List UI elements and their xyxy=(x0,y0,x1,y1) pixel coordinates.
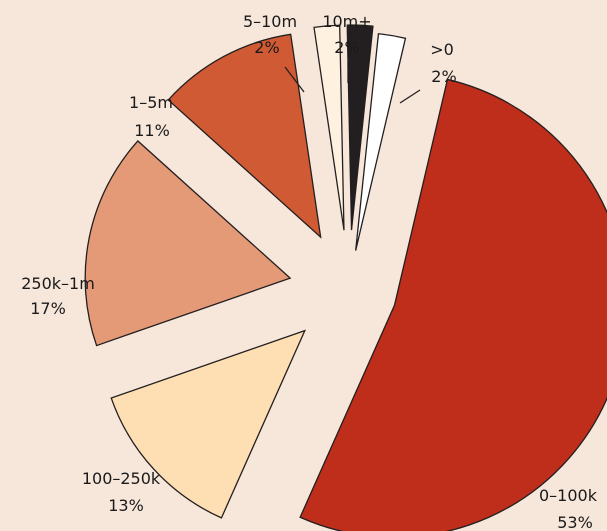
leader-line-5-10m xyxy=(284,66,305,93)
slice-label-1-5m: 1–5m xyxy=(129,93,173,112)
slice-label-250k-1m: 250k–1m xyxy=(21,274,95,293)
slice-pct-gt0: 2% xyxy=(431,67,456,86)
slice-pct-10m-plus: 2% xyxy=(334,38,359,57)
pie-slice-100-250k xyxy=(110,329,307,519)
pie-slice-0-100k xyxy=(299,78,607,531)
pie-slice-5-10m xyxy=(313,24,345,231)
slice-pct-250k-1m: 17% xyxy=(30,299,66,318)
slice-pct-5-10m: 2% xyxy=(254,38,279,57)
pie-slice-10m-plus xyxy=(346,24,374,231)
pie-slice-250k-1m xyxy=(84,140,292,347)
slice-label-100-250k: 100–250k xyxy=(82,469,161,488)
pie-slices xyxy=(84,24,607,531)
slice-pct-1-5m: 11% xyxy=(134,121,170,140)
slice-pct-100-250k: 13% xyxy=(108,496,144,515)
slice-pct-0-100k: 53% xyxy=(557,513,593,531)
slice-label-10m-plus: 10m+ xyxy=(322,12,371,31)
pie-slice-gt0 xyxy=(355,33,407,251)
pie-slice-1-5m xyxy=(167,33,322,239)
leader-lines xyxy=(284,63,421,104)
slice-label-gt0: >0 xyxy=(430,40,454,59)
slice-label-5-10m: 5–10m xyxy=(243,12,297,31)
slice-label-0-100k: 0–100k xyxy=(539,486,598,505)
leader-line-gt0 xyxy=(399,89,421,104)
